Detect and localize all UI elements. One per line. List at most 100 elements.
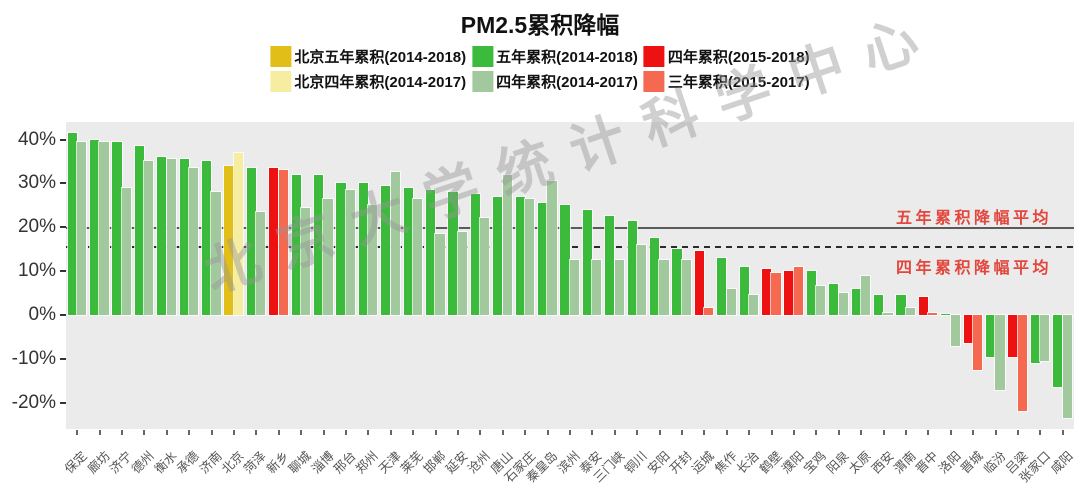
bar-西安-short	[883, 312, 893, 315]
y-tick-mark	[60, 270, 66, 273]
bar-咸阳-long	[1053, 314, 1063, 388]
x-tick-mark	[76, 430, 79, 435]
bar-咸阳-short	[1062, 314, 1072, 419]
bar-鹤壁-long	[762, 268, 772, 315]
x-tick-mark	[300, 430, 303, 435]
y-tick-mark	[60, 357, 66, 360]
bar-石家庄-long	[515, 196, 525, 315]
bar-秦皇岛-long	[538, 203, 548, 315]
bar-唐山-long	[493, 196, 503, 315]
legend-label: 四年累积(2015-2018)	[667, 49, 810, 66]
x-tick-mark	[703, 430, 706, 435]
bar-开封-short	[681, 260, 691, 315]
bar-临汾-long	[986, 314, 996, 357]
x-tick-mark	[569, 430, 571, 435]
y-tick-label: -20%	[11, 391, 56, 413]
x-tick-mark	[837, 430, 840, 435]
bar-三门峡-long	[605, 216, 615, 315]
bar-西安-long	[874, 295, 884, 315]
bar-聊城-long	[291, 174, 301, 315]
x-tick-mark	[1017, 430, 1019, 435]
x-tick-mark	[636, 430, 639, 435]
x-tick-mark	[927, 430, 930, 435]
bar-泰安-long	[582, 209, 592, 315]
bar-邯郸-long	[426, 189, 436, 315]
legend-item: 四年累积(2015-2018)	[643, 46, 810, 67]
x-tick-mark	[815, 430, 818, 435]
x-tick-mark	[188, 430, 191, 435]
x-tick-mark	[524, 430, 527, 435]
x-tick-mark	[255, 430, 258, 435]
bar-渭南-short	[905, 308, 915, 315]
bar-郑州-short	[368, 205, 378, 315]
bar-洛阳-long	[941, 313, 951, 315]
x-axis-label-咸阳: 咸阳	[1047, 448, 1076, 477]
bar-邯郸-short	[435, 233, 445, 315]
legend-item: 三年累积(2015-2017)	[643, 71, 810, 92]
bar-淄博-long	[314, 174, 324, 315]
bar-济南-short	[211, 192, 221, 315]
x-tick-mark	[98, 430, 101, 435]
bar-晋城-short	[973, 314, 983, 370]
bar-济南-long	[202, 161, 212, 315]
bar-保定-short	[77, 141, 87, 315]
bar-焦作-long	[717, 257, 727, 315]
bar-濮阳-long	[784, 271, 794, 315]
bar-铜川-long	[627, 220, 637, 315]
x-tick-mark	[165, 430, 168, 435]
x-tick-mark	[501, 430, 504, 435]
bar-太原-short	[861, 275, 871, 315]
y-tick-mark	[60, 313, 66, 316]
bar-泰安-short	[592, 260, 602, 315]
x-tick-mark	[479, 430, 482, 435]
bar-太原-long	[851, 288, 861, 315]
x-tick-mark	[367, 430, 370, 435]
legend-swatch-icon	[472, 46, 494, 67]
x-tick-mark	[345, 430, 347, 435]
x-tick-mark	[681, 430, 683, 435]
bar-张家口-long	[1030, 314, 1040, 364]
bar-邢台-long	[336, 183, 346, 315]
x-tick-mark	[143, 430, 146, 435]
legend: 北京五年累积(2014-2018) 五年累积(2014-2018) 四年累积(201…	[270, 46, 810, 92]
bar-莱芜-short	[413, 198, 423, 315]
bar-沧州-long	[470, 194, 480, 315]
x-tick-mark	[1061, 430, 1064, 435]
bar-铜川-short	[637, 244, 647, 315]
bar-新乡-long	[269, 168, 279, 315]
bar-延安-short	[457, 231, 467, 315]
bar-沧州-short	[480, 218, 490, 315]
bar-临汾-short	[995, 314, 1005, 390]
bar-洛阳-short	[950, 314, 960, 346]
legend-label: 北京五年累积(2014-2018)	[294, 49, 467, 66]
legend-label: 四年累积(2014-2017)	[496, 74, 638, 91]
bar-安阳-long	[650, 238, 660, 315]
legend-label: 三年累积(2015-2017)	[667, 74, 810, 91]
x-tick-mark	[972, 430, 975, 435]
bar-秦皇岛-short	[547, 181, 557, 315]
bar-济宁-short	[121, 187, 131, 315]
y-tick-label: 0%	[28, 303, 56, 325]
x-tick-mark	[389, 430, 392, 435]
legend-label: 北京四年累积(2014-2017)	[294, 74, 467, 91]
bar-郑州-long	[358, 183, 368, 315]
legend-swatch-icon	[270, 71, 292, 92]
bar-德州-short	[144, 161, 154, 315]
x-tick-mark	[748, 430, 751, 435]
y-tick-label: 20%	[17, 216, 56, 238]
bar-长治-long	[739, 266, 749, 315]
bar-延安-long	[448, 192, 458, 315]
x-tick-mark	[725, 430, 728, 435]
legend-item: 北京四年累积(2014-2017)	[270, 71, 466, 92]
bar-天津-short	[390, 172, 400, 315]
bar-唐山-short	[502, 174, 512, 315]
bar-吕梁-long	[1008, 314, 1018, 357]
x-tick-mark	[882, 430, 885, 435]
x-tick-mark	[210, 430, 213, 435]
x-tick-mark	[949, 430, 952, 435]
x-tick-mark	[121, 430, 123, 435]
x-tick-mark	[994, 430, 997, 435]
bar-三门峡-short	[614, 260, 624, 315]
legend-swatch-icon	[270, 46, 292, 67]
x-tick-mark	[591, 430, 594, 435]
